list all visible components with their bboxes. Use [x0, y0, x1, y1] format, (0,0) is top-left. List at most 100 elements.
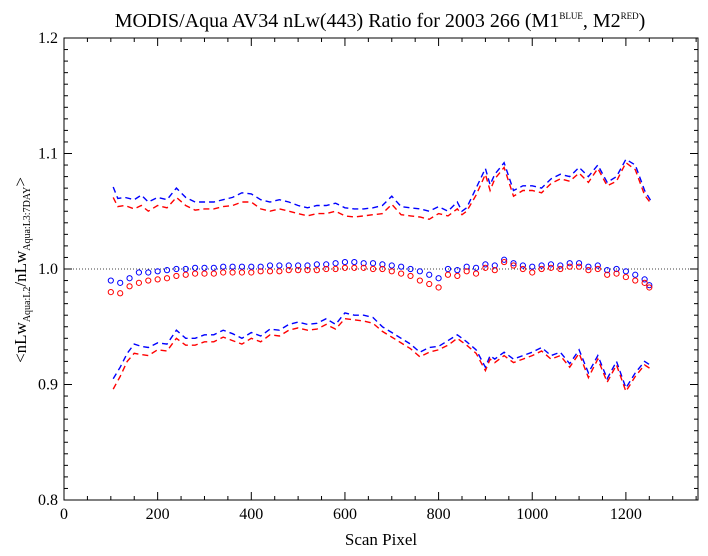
x-tick-label: 0 — [60, 506, 68, 523]
data-point — [557, 262, 564, 269]
data-point — [407, 265, 414, 273]
data-point — [426, 280, 433, 288]
data-point — [295, 262, 302, 269]
data-point — [594, 265, 601, 273]
x-tick-label: 200 — [146, 506, 170, 523]
data-point — [510, 262, 517, 269]
data-point — [201, 264, 208, 271]
data-point — [248, 263, 255, 270]
data-point — [472, 270, 480, 277]
data-point — [229, 269, 236, 276]
data-point — [463, 263, 470, 270]
data-point — [220, 269, 227, 276]
data-point — [538, 262, 545, 269]
data-point — [482, 261, 489, 268]
data-point — [313, 261, 320, 268]
data-point — [117, 279, 124, 286]
data-point — [566, 263, 573, 270]
data-point — [248, 269, 255, 276]
data-point — [646, 284, 653, 291]
series-m1-lower-dashed — [112, 312, 652, 390]
data-point — [135, 269, 143, 276]
data-point — [229, 263, 236, 270]
data-point — [341, 264, 349, 271]
data-point — [435, 284, 442, 291]
data-point — [285, 267, 292, 274]
data-point — [604, 271, 611, 278]
data-point — [107, 289, 114, 296]
data-point — [154, 276, 161, 283]
x-tick-label: 600 — [333, 506, 357, 523]
title-mid: , M2 — [583, 10, 621, 32]
x-tick-label: 1200 — [610, 506, 642, 523]
x-tick-label: 800 — [427, 506, 451, 523]
data-point — [210, 270, 217, 277]
data-point — [472, 264, 480, 271]
data-point — [238, 269, 246, 276]
data-point — [379, 265, 386, 273]
data-point — [547, 261, 555, 268]
y-tick-label: 0.9 — [38, 377, 58, 394]
data-point — [454, 272, 461, 280]
data-point — [407, 272, 414, 280]
ylabel-sub2: Aqua:L3:7DAY — [22, 187, 33, 251]
data-point — [388, 262, 395, 269]
data-point — [613, 270, 620, 277]
data-point — [444, 265, 452, 273]
data-point — [491, 262, 498, 269]
data-point — [304, 262, 311, 269]
data-point — [276, 262, 283, 269]
data-point — [604, 267, 611, 274]
ylabel-part2: /nLw — [11, 250, 30, 287]
data-point — [163, 267, 171, 274]
ylabel-part1: <nLw — [11, 321, 30, 362]
data-point — [360, 260, 367, 267]
data-point — [295, 267, 302, 274]
data-point — [538, 265, 545, 273]
data-point — [435, 275, 442, 282]
title-sup-red: RED — [621, 11, 640, 21]
data-point — [173, 272, 180, 280]
series-m2-mean — [107, 258, 653, 297]
data-point — [632, 271, 639, 278]
data-point — [360, 264, 367, 271]
data-point — [547, 264, 555, 271]
data-point — [613, 265, 620, 273]
data-point — [529, 269, 536, 276]
data-point — [182, 271, 189, 278]
data-point — [388, 268, 395, 275]
data-point — [557, 265, 564, 273]
data-point — [416, 277, 423, 284]
series-m1-upper-dashed — [112, 158, 653, 213]
data-point — [510, 260, 517, 267]
ylabel-sub1: Aqua:L2 — [22, 287, 33, 323]
data-point — [145, 277, 152, 284]
data-point — [416, 268, 423, 275]
series-m2-upper-dashed — [112, 161, 653, 221]
series-layer — [107, 158, 653, 393]
data-point — [444, 271, 452, 278]
data-point — [482, 264, 489, 271]
data-point — [641, 279, 648, 286]
y-tick-label: 1.0 — [38, 261, 58, 278]
data-point — [575, 260, 583, 267]
data-point — [622, 273, 629, 281]
data-point — [585, 263, 592, 270]
y-axis-label: <nLwAqua:L2/nLwAqua:L3:7DAY> — [11, 177, 33, 363]
data-point — [491, 267, 498, 274]
data-point — [398, 263, 405, 270]
data-point — [154, 268, 161, 275]
data-point — [501, 258, 508, 266]
data-point — [163, 275, 171, 282]
data-point — [210, 264, 217, 271]
data-point — [398, 270, 405, 277]
data-point — [594, 262, 601, 269]
title-sup-blue: BLUE — [559, 11, 583, 21]
data-point — [379, 261, 386, 268]
x-tick-label: 1000 — [516, 506, 548, 523]
data-point — [566, 260, 573, 267]
data-point — [201, 270, 208, 277]
data-point — [646, 282, 653, 289]
data-point — [575, 263, 583, 270]
